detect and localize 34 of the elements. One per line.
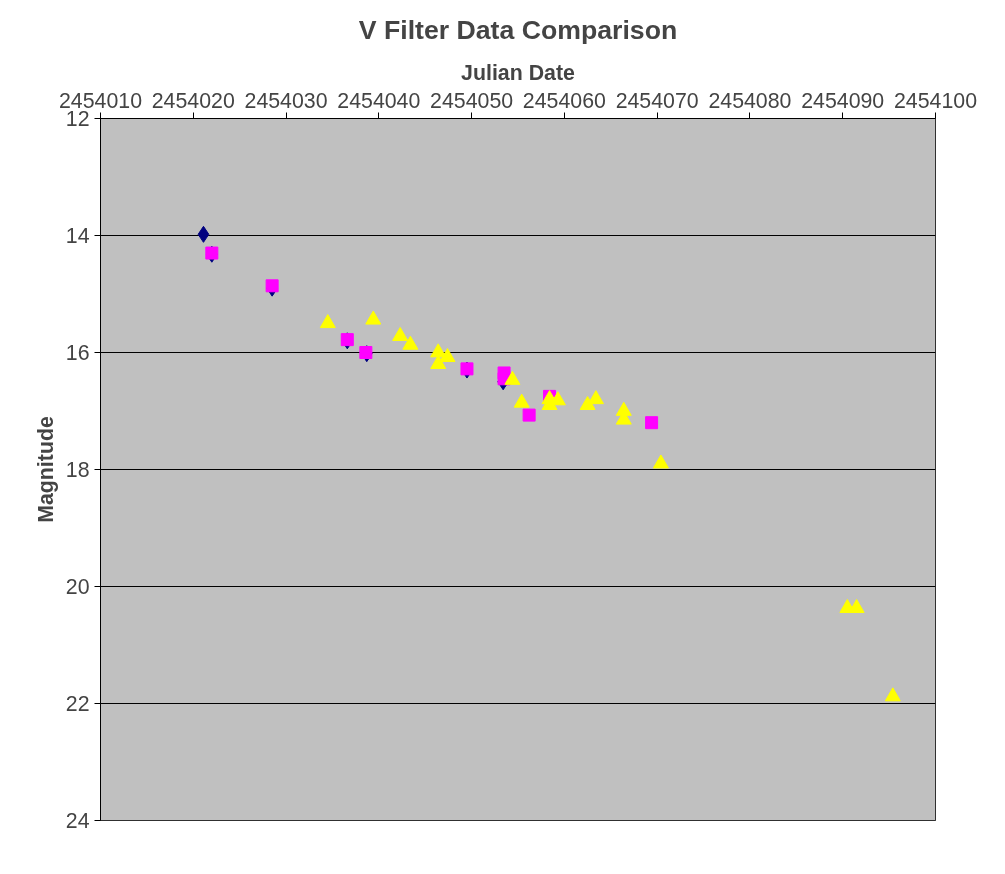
y-tick-label: 20 xyxy=(65,575,90,599)
x-tick-label: 2454090 xyxy=(801,88,885,113)
point xyxy=(652,454,669,469)
point xyxy=(513,393,530,408)
y-tick-label: 12 xyxy=(65,107,90,131)
x-tick-label: 2454070 xyxy=(615,88,699,113)
x-tick-label: 2454100 xyxy=(893,88,978,113)
point xyxy=(359,346,373,359)
point xyxy=(430,355,447,370)
x-tick-label: 2454040 xyxy=(337,88,421,113)
point xyxy=(645,416,659,430)
y-tick-label: 18 xyxy=(65,458,90,482)
point xyxy=(365,310,382,325)
x-tick-label: 2454060 xyxy=(522,88,607,113)
point xyxy=(439,348,456,363)
y-axis-title: Magnitude xyxy=(33,416,58,523)
x-tick-label: 2454030 xyxy=(244,88,328,113)
x-tick-label: 2454050 xyxy=(430,88,514,113)
x-tick-label: 2454080 xyxy=(708,88,792,113)
point xyxy=(319,314,336,329)
point xyxy=(392,326,409,341)
x-axis-title: Julian Date xyxy=(461,60,576,85)
chart-title: V Filter Data Comparison xyxy=(358,15,678,45)
x-tick-label: 2454020 xyxy=(151,88,235,113)
point xyxy=(265,279,279,293)
point xyxy=(197,225,210,243)
point xyxy=(522,408,536,422)
y-tick-label: 16 xyxy=(65,341,90,365)
y-tick-label: 22 xyxy=(65,692,90,716)
y-tick-label: 14 xyxy=(65,224,90,248)
point xyxy=(402,335,419,350)
point xyxy=(884,687,901,702)
y-tick-label: 24 xyxy=(65,809,90,833)
point xyxy=(504,370,521,385)
